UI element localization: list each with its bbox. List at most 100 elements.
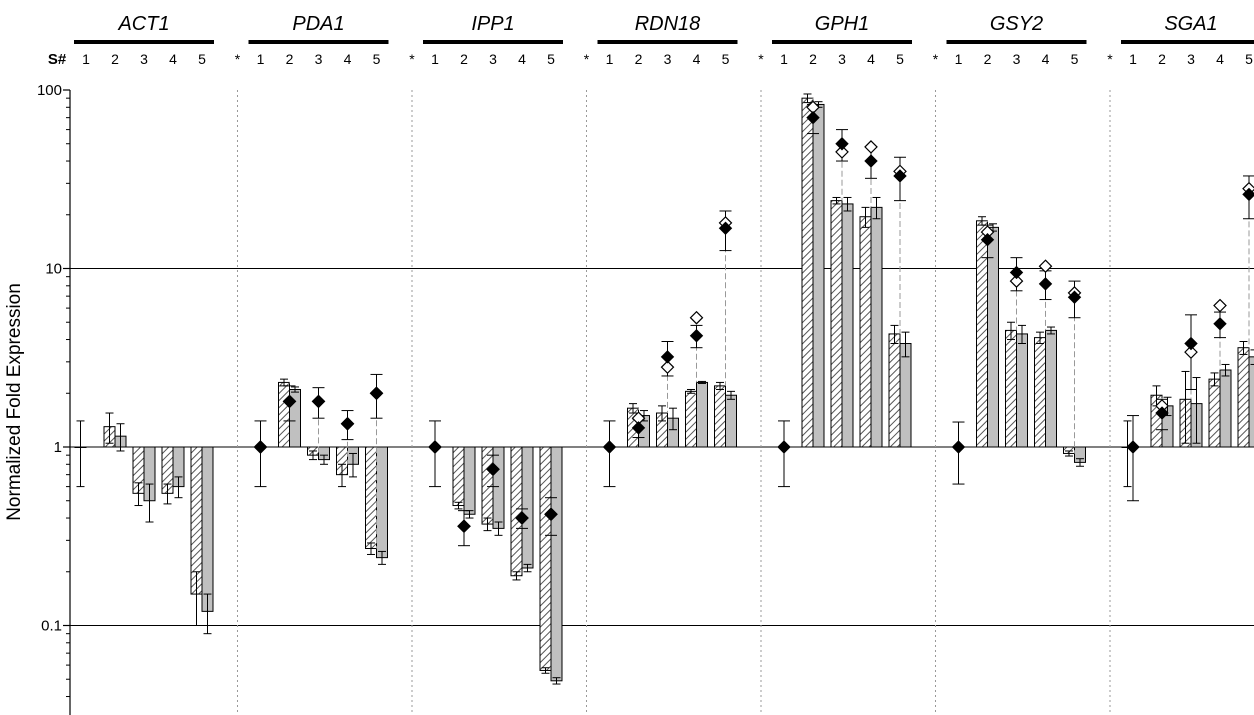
- gray-bar: [376, 446, 388, 559]
- sample-number-label: 1: [82, 51, 90, 67]
- gray-bar: [725, 394, 737, 448]
- filled-diamond-marker: [1009, 265, 1024, 280]
- sample-number-label: 2: [286, 51, 294, 67]
- filled-diamond-marker: [893, 169, 907, 183]
- filled-diamond-marker: [1067, 290, 1082, 304]
- hatched-bar: [1208, 378, 1221, 448]
- hatched-bar: [888, 333, 901, 448]
- filled-diamond-marker: [515, 511, 529, 525]
- sample-number-label: 2: [111, 51, 119, 67]
- filled-diamond-marker: [1213, 317, 1227, 331]
- gene-title-rdn18: RDN18: [635, 13, 701, 35]
- bars-layer: [74, 93, 1254, 685]
- filled-diamond-marker: [282, 394, 297, 409]
- markers-layer: [253, 98, 1254, 549]
- filled-diamond-marker: [864, 154, 878, 168]
- gray-bar: [899, 343, 912, 448]
- sample-number-label: 5: [1245, 51, 1253, 67]
- filled-diamond-marker: [1126, 440, 1140, 454]
- sample-number-label: 4: [169, 51, 177, 67]
- sample-number-label: 5: [198, 51, 206, 67]
- sample-number-label: 1: [606, 51, 614, 67]
- sample-number-label: 1: [257, 51, 265, 67]
- hatched-bar: [859, 216, 872, 448]
- sample-number-label: 4: [344, 51, 352, 67]
- hatched-bar: [976, 220, 988, 448]
- separator-star: *: [758, 51, 764, 67]
- filled-diamond-marker: [253, 440, 268, 454]
- sample-number-label: 5: [1071, 51, 1079, 67]
- filled-diamond-marker: [951, 440, 966, 454]
- sample-number-label: 3: [838, 51, 846, 67]
- y-tick-label-0.1: 0.1: [41, 618, 62, 635]
- sample-number-label: 5: [722, 51, 730, 67]
- sample-header: S#: [48, 51, 67, 68]
- sample-number-label: 2: [984, 51, 992, 67]
- open-diamond-marker: [1038, 259, 1053, 274]
- filled-diamond-marker: [1038, 277, 1053, 291]
- gray-bar: [521, 446, 534, 569]
- open-diamond-marker: [660, 360, 675, 375]
- y-tick-label-10: 10: [45, 261, 62, 278]
- sample-number-label: 1: [1129, 51, 1137, 67]
- filled-diamond-marker: [660, 350, 675, 364]
- filled-diamond-marker: [806, 110, 820, 125]
- sample-number-label: 1: [780, 51, 788, 67]
- filled-diamond-marker: [457, 519, 471, 533]
- sample-number-label: 4: [693, 51, 701, 67]
- filled-diamond-marker: [544, 507, 558, 521]
- sample-number-label: 4: [867, 51, 875, 67]
- sample-number-label: 1: [955, 51, 963, 67]
- gene-title-gph1: GPH1: [815, 13, 869, 35]
- sample-number-label: 3: [489, 51, 497, 67]
- gray-bar: [870, 206, 883, 448]
- filled-diamond-marker: [631, 421, 646, 435]
- sample-number-label: 3: [140, 51, 148, 67]
- gray-bar: [201, 446, 214, 612]
- gene-title-sga1: SGA1: [1164, 13, 1217, 35]
- sample-number-label: 3: [1013, 51, 1021, 67]
- filled-diamond-marker: [1155, 406, 1169, 420]
- gray-bar: [1248, 356, 1254, 448]
- sample-number-label: 2: [460, 51, 468, 67]
- filled-diamond-marker: [340, 417, 355, 431]
- hatched-bar: [539, 446, 552, 671]
- gray-bar: [1045, 329, 1057, 448]
- separator-star: *: [584, 51, 590, 67]
- gray-bar: [1016, 333, 1028, 448]
- grid-layer: [70, 90, 1254, 715]
- hatched-bar: [278, 381, 290, 448]
- gray-bar: [463, 446, 476, 515]
- filled-diamond-marker: [718, 221, 733, 235]
- filled-diamond-marker: [311, 394, 326, 409]
- gray-bar: [1219, 369, 1232, 448]
- filled-diamond-marker: [980, 232, 995, 247]
- sample-number-label: 2: [809, 51, 817, 67]
- gray-bar: [696, 381, 708, 448]
- gray-bar: [492, 446, 505, 529]
- sample-number-label: 2: [1158, 51, 1166, 67]
- separator-star: *: [409, 51, 415, 67]
- sample-number-label: 5: [373, 51, 381, 67]
- hatched-bar: [714, 385, 726, 448]
- gray-bar: [812, 103, 825, 448]
- hatched-bar: [801, 97, 814, 448]
- separator-star: *: [933, 51, 939, 67]
- hatched-bar: [365, 446, 377, 550]
- sample-number-label: 3: [315, 51, 323, 67]
- sample-number-label: 4: [1216, 51, 1224, 67]
- gray-bar: [841, 203, 854, 448]
- open-diamond-marker: [689, 310, 704, 325]
- y-axis-title: Normalized Fold Expression: [4, 283, 25, 521]
- gene-title-pda1: PDA1: [292, 13, 344, 35]
- sample-number-label: 1: [431, 51, 439, 67]
- open-diamond-marker: [1184, 345, 1198, 359]
- sample-number-label: 5: [547, 51, 555, 67]
- hatched-bar: [1034, 337, 1046, 448]
- separator-star: *: [235, 51, 241, 67]
- sample-number-label: 3: [664, 51, 672, 67]
- gene-title-act1: ACT1: [117, 13, 169, 35]
- sample-number-label: 2: [635, 51, 643, 67]
- hatched-bar: [1237, 347, 1250, 448]
